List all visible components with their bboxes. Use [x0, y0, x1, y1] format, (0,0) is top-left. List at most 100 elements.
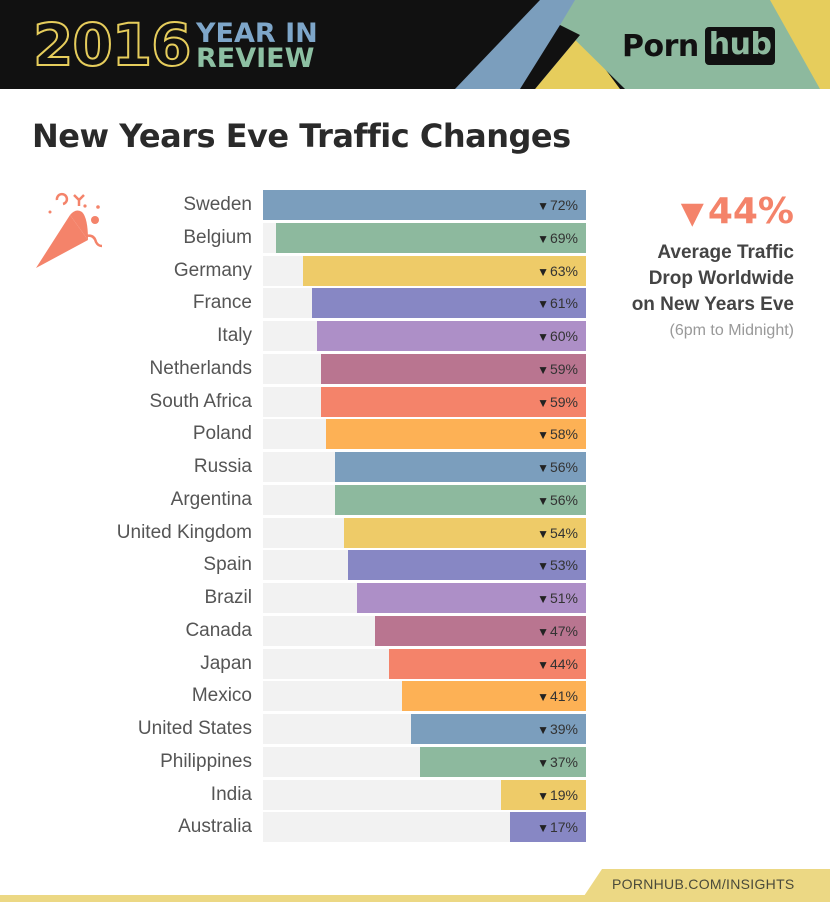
bar: ▼44% [389, 648, 586, 679]
callout-line-3: on New Years Eve [631, 294, 794, 315]
down-arrow-icon: ▼ [537, 657, 549, 672]
country-label: India [210, 783, 252, 805]
bar-track: ▼60% [263, 321, 586, 351]
country-label: Germany [173, 259, 252, 281]
callout-line-1: Average Traffic [657, 242, 794, 263]
callout-line-2: Drop Worldwide [648, 268, 794, 289]
chart-row: Poland ▼58% [0, 419, 600, 450]
country-label: Belgium [183, 226, 252, 248]
callout-description: Average Traffic Drop Worldwide on New Ye… [632, 240, 794, 318]
bar: ▼59% [321, 386, 586, 417]
bar-value-label: ▼56% [537, 491, 578, 508]
logo-text-part2: hub [704, 27, 776, 65]
chart-row: Canada ▼47% [0, 615, 600, 646]
down-arrow-icon: ▼ [537, 592, 549, 606]
country-label: Philippines [160, 750, 252, 772]
average-drop-percent: 44% [707, 191, 794, 232]
bar-value-label: ▼63% [537, 262, 578, 279]
chart-row: Italy ▼60% [0, 321, 600, 351]
bar-track: ▼39% [263, 714, 586, 744]
down-arrow-icon: ▼ [537, 723, 549, 737]
header-banner: 2016 YEAR IN REVIEW Porn hub [0, 0, 830, 89]
bar-value-label: ▼41% [537, 688, 578, 705]
bar-track: ▼63% [263, 255, 586, 286]
bar-track: ▼41% [263, 681, 586, 712]
bar-track: ▼37% [263, 746, 586, 777]
bar-track: ▼47% [263, 615, 586, 646]
average-drop-callout: ▼ 44% Average Traffic Drop Worldwide on N… [632, 190, 794, 342]
bar: ▼58% [326, 419, 586, 450]
bar-value-label: ▼39% [537, 721, 578, 737]
bar: ▼51% [357, 583, 586, 613]
chart-row: Belgium ▼69% [0, 222, 600, 253]
chart-row: Mexico ▼41% [0, 681, 600, 712]
bar-value-label: ▼53% [537, 557, 578, 574]
down-arrow-icon: ▼ [537, 461, 549, 475]
down-arrow-icon: ▼ [537, 624, 549, 639]
brand-logo: Porn hub [622, 27, 776, 65]
bar-value-label: ▼56% [537, 459, 578, 475]
chart-row: United States ▼39% [0, 714, 600, 744]
bar: ▼69% [276, 222, 586, 253]
chart-row: Spain ▼53% [0, 550, 600, 581]
bar-value-label: ▼60% [537, 328, 578, 344]
down-arrow-icon: ▼ [537, 493, 549, 508]
bar-track: ▼51% [263, 583, 586, 613]
bar-track: ▼69% [263, 222, 586, 253]
country-label: Brazil [204, 587, 252, 608]
down-arrow-icon: ▼ [537, 690, 549, 705]
party-popper-icon [36, 192, 103, 268]
down-arrow-icon: ▼ [537, 199, 549, 213]
country-label: Poland [192, 423, 252, 445]
chart-row: Netherlands ▼59% [0, 353, 600, 384]
down-arrow-icon: ▼ [537, 788, 549, 803]
bar: ▼19% [501, 779, 586, 810]
bar-value-label: ▼44% [537, 655, 578, 672]
bar-track: ▼59% [263, 386, 586, 417]
bar-value-label: ▼59% [537, 360, 578, 377]
bar: ▼41% [402, 681, 586, 712]
bar: ▼56% [335, 452, 586, 482]
country-label: Russia [193, 456, 252, 477]
down-arrow-icon: ▼ [537, 362, 549, 377]
down-arrow-icon: ▼ [537, 297, 549, 312]
bar-track: ▼17% [263, 812, 586, 843]
insights-link[interactable]: PORNHUB.COM/INSIGHTS [612, 876, 795, 892]
bar: ▼39% [411, 714, 586, 744]
chart-row: Japan ▼44% [0, 648, 600, 679]
year-in-text: YEAR IN [196, 18, 318, 49]
bar: ▼47% [375, 615, 586, 646]
down-arrow-icon: ▼ [537, 330, 549, 344]
bar-track: ▼44% [263, 648, 586, 679]
bar-track: ▼58% [263, 419, 586, 450]
bar: ▼60% [317, 321, 586, 351]
chart-row: Australia ▼17% [0, 812, 600, 843]
bar-value-label: ▼47% [537, 622, 578, 639]
bar: ▼72% [263, 190, 586, 220]
bar: ▼61% [312, 288, 586, 319]
country-label: Spain [203, 554, 252, 576]
chart-row: France ▼61% [0, 288, 600, 319]
bar-value-label: ▼59% [537, 393, 578, 410]
bar: ▼59% [321, 353, 586, 384]
bar-value-label: ▼58% [537, 426, 578, 443]
bar: ▼17% [510, 812, 586, 843]
review-text: REVIEW [196, 43, 315, 74]
down-arrow-icon: ▼ [680, 196, 704, 231]
bar-value-label: ▼19% [537, 786, 578, 803]
bar-track: ▼56% [263, 452, 586, 482]
bar-value-label: ▼37% [537, 753, 578, 770]
chart-row: Sweden ▼72% [0, 190, 600, 220]
header-decoration [455, 0, 830, 89]
bar-track: ▼61% [263, 288, 586, 319]
down-arrow-icon: ▼ [537, 231, 549, 246]
country-label: United Kingdom [116, 521, 252, 543]
average-drop-value: ▼ 44% [632, 190, 794, 236]
chart-row: United Kingdom ▼54% [0, 517, 600, 548]
year-label: 2016 [32, 11, 192, 79]
bar-track: ▼59% [263, 353, 586, 384]
bar: ▼54% [344, 517, 586, 548]
chart-row: Brazil ▼51% [0, 583, 600, 613]
down-arrow-icon: ▼ [537, 755, 549, 770]
chart-row: India ▼19% [0, 779, 600, 810]
